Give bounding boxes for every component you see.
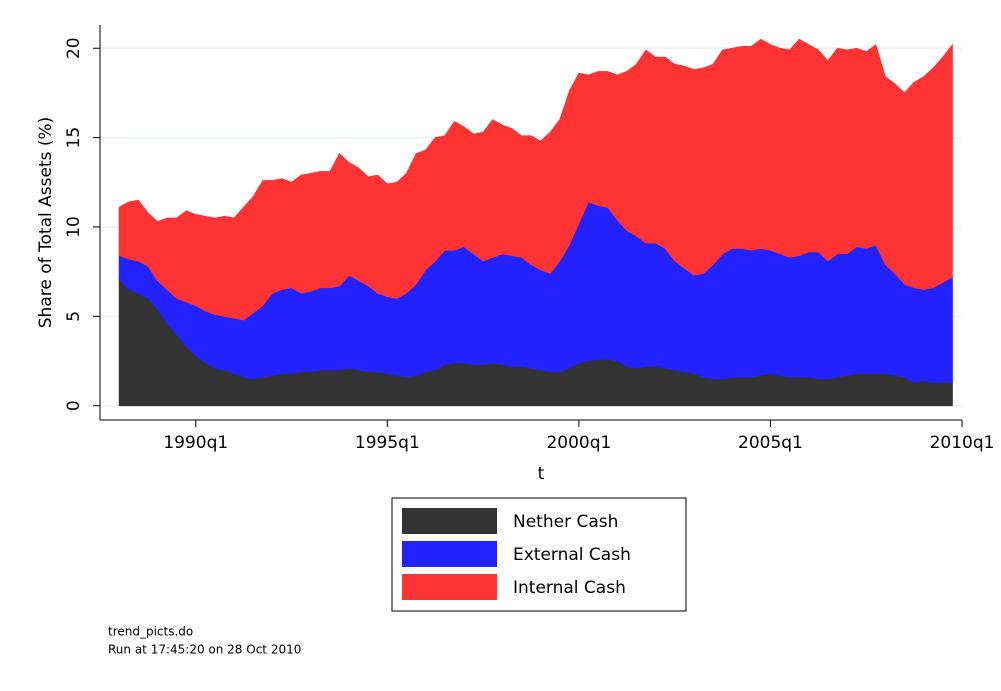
x-axis-label: t [538, 464, 545, 484]
legend-swatch [402, 508, 497, 534]
x-tick-label: 2005q1 [738, 433, 803, 453]
x-tick-label: 2000q1 [546, 433, 611, 453]
legend-label: External Cash [513, 545, 631, 565]
legend-swatch [402, 574, 497, 600]
footnote: Run at 17:45:20 on 28 Oct 2010 [108, 643, 301, 657]
x-tick-label: 2010q1 [930, 433, 995, 453]
footnote: trend_picts.do [108, 625, 193, 639]
legend-label: Internal Cash [513, 578, 626, 598]
y-tick-label: 10 [64, 216, 84, 238]
legend-label: Nether Cash [513, 512, 618, 532]
y-tick-label: 0 [64, 400, 84, 411]
legend-swatch [402, 541, 497, 567]
area [118, 38, 953, 321]
x-tick-label: 1990q1 [163, 433, 228, 453]
x-tick-label: 1995q1 [355, 433, 420, 453]
y-tick-label: 15 [64, 127, 84, 149]
y-axis-label: Share of Total Assets (%) [36, 117, 56, 329]
y-tick-label: 20 [64, 37, 84, 59]
y-tick-label: 5 [64, 311, 84, 322]
plot-area [100, 38, 962, 407]
